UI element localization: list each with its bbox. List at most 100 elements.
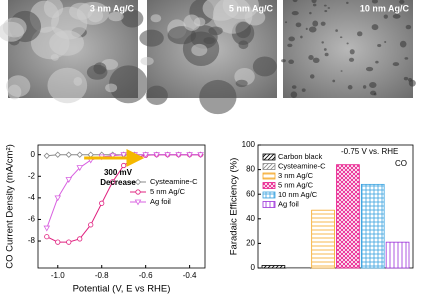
particle <box>362 85 367 89</box>
particle <box>73 76 83 86</box>
marker <box>164 152 171 159</box>
x-tick-label: -1.0 <box>51 271 65 280</box>
particle <box>312 3 317 7</box>
x-axis-title: Potential (V, E vs RHE) <box>73 284 171 295</box>
marker <box>77 236 83 242</box>
marker <box>120 152 127 159</box>
particle <box>376 8 380 12</box>
annotation: CO <box>395 159 407 168</box>
marker <box>43 152 50 159</box>
particle <box>309 11 312 15</box>
y-tick-label: -6 <box>28 215 36 224</box>
legend-swatch <box>262 201 276 208</box>
particle <box>393 8 398 13</box>
particle <box>312 57 320 64</box>
legend-label: 3 nm Ag/C <box>278 171 314 180</box>
y-tick-label: 100 <box>242 140 256 149</box>
legend-label: Ag foil <box>278 199 299 208</box>
legend-label: Cysteamine-C <box>150 177 198 186</box>
legend-swatch <box>262 153 276 161</box>
marker <box>54 195 62 202</box>
tem-image: 10 nm Ag/C <box>281 0 416 98</box>
legend-label: 5 nm Ag/C <box>150 187 186 196</box>
particle <box>49 30 85 56</box>
particle <box>308 26 317 33</box>
image-label: 10 nm Ag/C <box>360 3 410 13</box>
particle <box>357 31 363 37</box>
particle <box>76 1 110 25</box>
particle <box>324 52 329 57</box>
particle <box>105 83 118 93</box>
particle <box>139 29 164 47</box>
image-label: 5 nm Ag/C <box>229 3 274 13</box>
particle <box>150 14 162 23</box>
particle <box>348 57 355 62</box>
particle <box>305 27 308 31</box>
bar <box>336 164 360 269</box>
image-bg <box>283 0 413 98</box>
particle <box>375 60 379 64</box>
particle <box>405 24 412 30</box>
particle <box>371 0 378 4</box>
particle <box>47 67 88 104</box>
particle <box>384 41 387 44</box>
particle <box>332 79 336 83</box>
particle <box>292 0 298 3</box>
marker <box>76 165 84 172</box>
tem-image: 5 nm Ag/C <box>139 0 277 115</box>
y-tick-label: -8 <box>28 236 36 245</box>
legend-marker <box>135 189 141 195</box>
particle <box>371 24 379 31</box>
particle <box>365 66 374 72</box>
particle <box>50 54 59 61</box>
particle <box>311 0 317 4</box>
particle <box>312 20 319 27</box>
legend-label: 5 nm Ag/C <box>278 180 314 189</box>
y-tick-label: 0 <box>251 263 256 272</box>
particle <box>238 40 249 50</box>
bar <box>261 265 286 269</box>
legend-swatch <box>262 182 276 189</box>
legend-swatch <box>262 163 276 170</box>
y-axis-title: Faradaic Efficiency (%) <box>229 158 240 256</box>
series: 5 nm Ag/C <box>44 152 204 245</box>
particle <box>321 41 324 44</box>
marker <box>99 200 105 206</box>
particle <box>145 85 168 106</box>
marker <box>142 152 149 159</box>
particle <box>308 54 314 60</box>
particle <box>309 74 315 79</box>
legend-swatch <box>262 172 276 180</box>
particle <box>288 36 295 42</box>
particle <box>199 79 237 115</box>
particle <box>2 17 27 38</box>
particle <box>339 36 343 39</box>
particle <box>347 85 353 90</box>
y-tick-label: -4 <box>28 193 36 202</box>
y-tick-label: -2 <box>28 171 36 180</box>
particle <box>183 14 201 31</box>
bar <box>311 209 335 269</box>
particle <box>208 26 223 36</box>
image-label: 3 nm Ag/C <box>90 3 135 13</box>
marker <box>65 177 73 183</box>
particle <box>93 62 107 75</box>
particle <box>300 35 303 39</box>
particle <box>323 4 327 7</box>
particle <box>121 9 144 28</box>
particle <box>377 44 382 48</box>
particle <box>244 9 266 26</box>
particle <box>408 79 416 87</box>
marker <box>76 151 83 158</box>
particle <box>191 43 208 57</box>
y-tick-label: 60 <box>246 189 255 198</box>
particle <box>235 21 251 39</box>
particle <box>404 57 409 60</box>
legend-label: Ag foil <box>150 197 171 206</box>
marker <box>43 225 51 232</box>
annotation: -0.75 V vs. RHE <box>341 147 398 156</box>
marker <box>197 152 204 159</box>
particle <box>291 85 297 89</box>
y-tick-label: 40 <box>246 214 255 223</box>
